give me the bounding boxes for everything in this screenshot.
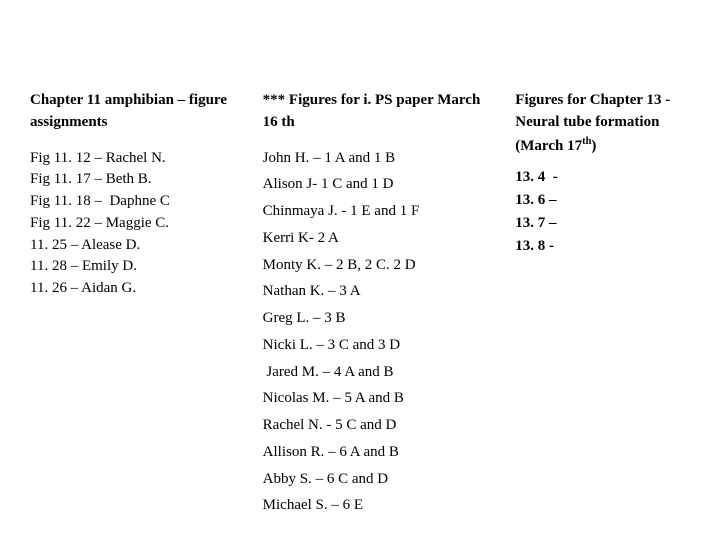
list-item: 13. 4 -: [515, 167, 690, 189]
list-item: 13. 6 –: [515, 190, 690, 212]
list-item: Nathan K. – 3 A: [263, 281, 488, 303]
list-item: Rachel N. - 5 C and D: [263, 415, 488, 437]
list-item: Jared M. – 4 A and B: [263, 362, 488, 384]
list-item: Kerri K- 2 A: [263, 228, 488, 250]
list-item: Fig 11. 17 – Beth B.: [30, 169, 235, 191]
list-item: Michael S. – 6 E: [263, 495, 488, 517]
list-item: Alison J- 1 C and 1 D: [263, 174, 488, 196]
list-item: Nicolas M. – 5 A and B: [263, 388, 488, 410]
list-item: Chinmaya J. - 1 E and 1 F: [263, 201, 488, 223]
col3-heading: Figures for Chapter 13 - Neural tube for…: [515, 90, 690, 157]
list-item: 11. 26 – Aidan G.: [30, 278, 235, 300]
list-item: 13. 7 –: [515, 213, 690, 235]
list-item: Fig 11. 22 – Maggie C.: [30, 213, 235, 235]
list-item: Monty K. – 2 B, 2 C. 2 D: [263, 255, 488, 277]
column-2: *** Figures for i. PS paper March 16 th …: [263, 90, 488, 522]
page: Chapter 11 amphibian – figure assignment…: [0, 0, 720, 542]
col1-list: Fig 11. 12 – Rachel N. Fig 11. 17 – Beth…: [30, 148, 235, 300]
col2-heading: *** Figures for i. PS paper March 16 th: [263, 90, 488, 134]
list-item: 13. 8 -: [515, 236, 690, 258]
column-1: Chapter 11 amphibian – figure assignment…: [30, 90, 235, 522]
list-item: Greg L. – 3 B: [263, 308, 488, 330]
col3-list: 13. 4 - 13. 6 – 13. 7 – 13. 8 -: [515, 167, 690, 258]
list-item: Fig 11. 18 – Daphne C: [30, 191, 235, 213]
col3-heading-post: ): [591, 138, 596, 154]
column-3: Figures for Chapter 13 - Neural tube for…: [515, 90, 690, 522]
list-item: 11. 28 – Emily D.: [30, 256, 235, 278]
list-item: Fig 11. 12 – Rachel N.: [30, 148, 235, 170]
list-item: Abby S. – 6 C and D: [263, 469, 488, 491]
list-item: John H. – 1 A and 1 B: [263, 148, 488, 170]
col1-heading: Chapter 11 amphibian – figure assignment…: [30, 90, 235, 134]
list-item: Nicki L. – 3 C and 3 D: [263, 335, 488, 357]
col2-list: John H. – 1 A and 1 B Alison J- 1 C and …: [263, 148, 488, 523]
list-item: Allison R. – 6 A and B: [263, 442, 488, 464]
list-item: 11. 25 – Alease D.: [30, 235, 235, 257]
